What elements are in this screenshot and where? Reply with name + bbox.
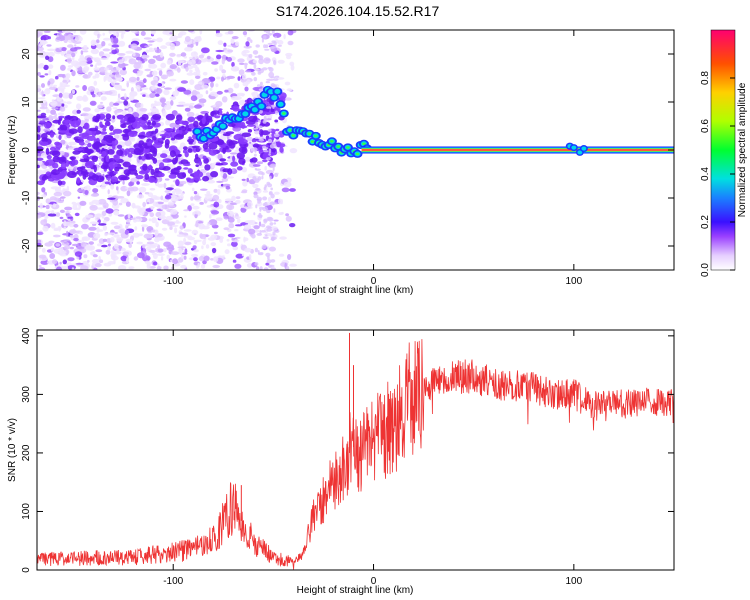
snr-series-line [37,339,674,570]
snr-y-tick-label: 200 [21,444,32,461]
snr-frame [36,329,675,571]
spec-y-tick-label: 0 [21,147,32,153]
colorbar: 0.0 0.2 0.4 0.6 0.8 Normalized spectral ampl… [700,29,748,277]
snr-x-axis-title: Height of straight line (km) [297,585,414,596]
spec-y-tick-label: -10 [21,190,32,205]
spec-x-tick-label: 0 [371,276,377,287]
snr-y-tick-label: 400 [21,327,32,344]
snr-panel: -100 0 100 0 100 200 300 400 Height of straight… [7,327,675,596]
colorbar-tick-label: 0.0 [700,263,711,277]
spec-y-tick-label: 20 [21,48,32,60]
spec-x-tick-label: 100 [565,276,582,287]
spec-x-tick-label: -100 [163,276,183,287]
snr-x-tick-label: -100 [163,576,183,587]
snr-ticks: -100 0 100 0 100 200 300 400 [21,327,674,587]
snr-x-tick-label: 100 [565,576,582,587]
colorbar-tick-label: 0.2 [700,215,711,229]
snr-x-tick-label: 0 [371,576,377,587]
snr-y-tick-label: 300 [21,386,32,403]
colorbar-title: Normalized spectral amplitude [737,82,748,217]
colorbar-ticks: 0.0 0.2 0.4 0.6 0.8 [700,71,735,277]
figure-title: S174.2026.104.15.52.R17 [275,3,440,19]
snr-y-tick-label: 100 [21,503,32,520]
snr-y-axis-title: SNR (10 * v/v) [7,418,18,482]
colorbar-tick-label: 0.8 [700,71,711,85]
snr-plot-area [37,332,674,570]
spectrogram-ridge [192,85,674,158]
spec-y-tick-label: 10 [21,96,32,108]
spectrogram-x-axis-title: Height of straight line (km) [297,285,414,296]
spec-y-tick-label: -20 [21,238,32,253]
spectrogram-plot-area [37,30,674,270]
colorbar-tick-label: 0.4 [700,167,711,181]
spectrogram-y-axis-title: Frequency (Hz) [7,116,18,185]
colorbar-tick-label: 0.6 [700,119,711,133]
snr-y-tick-label: 0 [21,567,32,573]
spectrogram-noise [37,30,298,270]
colorbar-gradient [710,29,736,271]
